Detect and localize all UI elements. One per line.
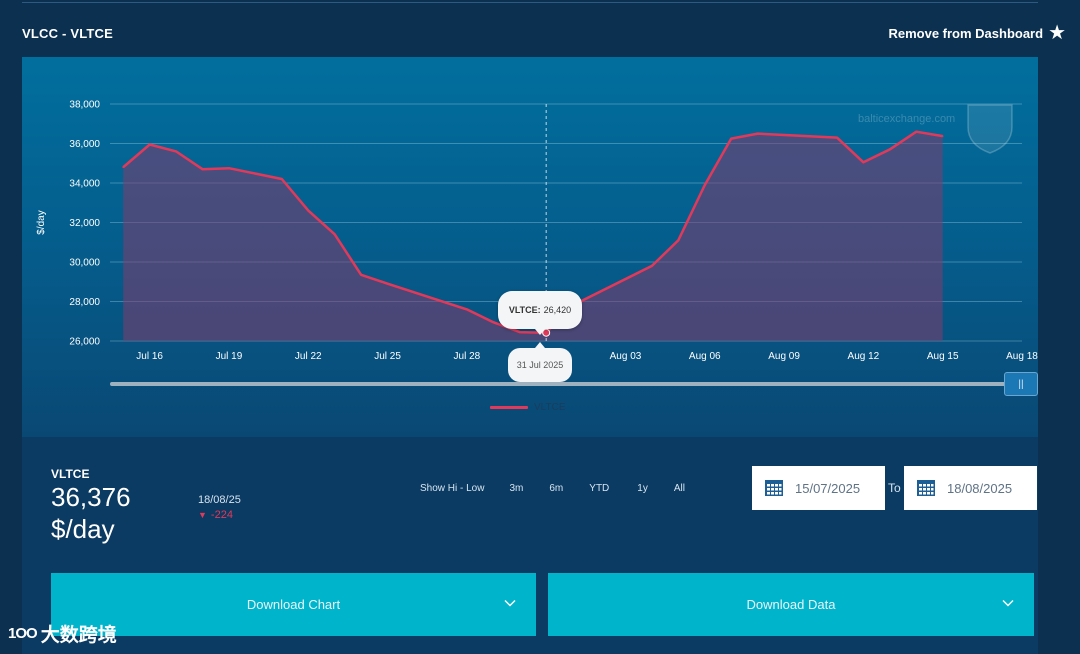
data-point bbox=[756, 132, 759, 135]
x-tick-label: Aug 03 bbox=[610, 351, 642, 362]
tooltip-series-label: VLTCE: bbox=[508, 305, 541, 315]
to-date-field[interactable]: 18/08/2025 bbox=[904, 466, 1037, 510]
x-tick-label: Jul 16 bbox=[136, 351, 163, 362]
change-value: ▼ -224 bbox=[198, 509, 233, 521]
range-1y-button[interactable]: 1y bbox=[637, 483, 648, 494]
change-amount: -224 bbox=[210, 509, 233, 521]
tooltip-value: 26,420 bbox=[543, 305, 572, 315]
calendar-icon[interactable] bbox=[765, 480, 783, 496]
y-tick-label: 36,000 bbox=[69, 139, 100, 150]
download-chart-label: Download Chart bbox=[246, 597, 341, 612]
x-tick-label: Aug 15 bbox=[927, 351, 959, 362]
data-point bbox=[704, 184, 706, 186]
x-tick-label: Jul 28 bbox=[454, 351, 481, 362]
legend-label: VLTCE bbox=[534, 402, 566, 413]
navigator-handle[interactable]: || bbox=[1004, 372, 1038, 396]
to-date-value: 18/08/2025 bbox=[947, 480, 1013, 496]
x-tick-label: Aug 09 bbox=[768, 351, 800, 362]
summary-unit: $/day bbox=[51, 514, 115, 544]
data-point bbox=[836, 136, 838, 139]
chevron-down-icon bbox=[1002, 599, 1014, 607]
from-date-field[interactable]: 15/07/2025 bbox=[752, 466, 885, 510]
logo-mark: 1OO bbox=[8, 625, 38, 642]
x-tick-label: Jul 22 bbox=[295, 351, 322, 362]
show-hi-low-button[interactable]: Show Hi - Low bbox=[420, 483, 485, 494]
legend-swatch bbox=[490, 406, 528, 409]
panel-title: VLCC - VLTCE bbox=[22, 26, 113, 41]
corner-logo: 1OO 大数跨境 bbox=[8, 620, 117, 647]
data-point bbox=[307, 209, 310, 212]
range-ytd-button[interactable]: YTD bbox=[589, 483, 610, 494]
range-all-button[interactable]: All bbox=[673, 483, 685, 494]
top-divider bbox=[22, 2, 1038, 3]
tooltip-date-flag: 31 Jul 2025 bbox=[508, 342, 572, 382]
watermark-shield-icon bbox=[967, 104, 1013, 154]
data-point bbox=[915, 130, 918, 133]
range-3m-button[interactable]: 3m bbox=[509, 483, 524, 494]
data-point bbox=[148, 143, 151, 146]
chart-tooltip: VLTCE: 26,420 bbox=[498, 291, 582, 335]
star-icon: ★ bbox=[1048, 22, 1066, 44]
chevron-down-icon bbox=[504, 599, 516, 607]
summary-value: 36,376 bbox=[51, 482, 131, 512]
navigator-track[interactable] bbox=[110, 382, 1012, 386]
data-point bbox=[730, 137, 732, 140]
x-tick-label: Aug 06 bbox=[689, 351, 721, 362]
remove-from-dashboard-button[interactable]: Remove from Dashboard ★ bbox=[888, 22, 1066, 44]
from-date-value: 15/07/2025 bbox=[795, 480, 861, 496]
remove-from-dashboard-label: Remove from Dashboard bbox=[888, 25, 1044, 41]
x-tick-label: Jul 25 bbox=[374, 351, 401, 362]
chart-area[interactable]: 26,000 28,000 30,000 32,000 34,000 36,000 38,0… bbox=[22, 57, 1038, 437]
x-tick-label: Jul 19 bbox=[216, 351, 243, 362]
watermark-text: balticexchange.com bbox=[858, 113, 956, 125]
data-point bbox=[518, 331, 521, 333]
line-chart: 26,000 28,000 30,000 32,000 34,000 36,000 38,0… bbox=[36, 100, 1038, 363]
calendar-icon[interactable] bbox=[917, 480, 935, 496]
data-point bbox=[651, 265, 653, 267]
data-point bbox=[677, 239, 680, 242]
series-area-vltce bbox=[123, 131, 943, 341]
summary-series-name: VLTCE bbox=[51, 467, 90, 481]
legend-item-vltce[interactable]: VLTCE bbox=[490, 402, 566, 413]
to-label: To bbox=[888, 481, 901, 495]
range-buttons: Show Hi - Low 3m 6m YTD 1y All bbox=[420, 483, 685, 494]
y-tick-label: 30,000 bbox=[69, 258, 100, 269]
change-date: 18/08/25 bbox=[198, 494, 241, 506]
summary-panel: VLTCE 36,376 $/day 18/08/25 ▼ -224 Show H… bbox=[22, 437, 1038, 654]
data-point bbox=[889, 148, 891, 151]
data-point bbox=[201, 168, 204, 170]
down-triangle-icon: ▼ bbox=[198, 510, 207, 520]
y-tick-label: 32,000 bbox=[69, 218, 100, 229]
data-point bbox=[122, 166, 124, 168]
data-point bbox=[941, 135, 944, 137]
download-chart-button[interactable]: Download Chart bbox=[51, 573, 536, 636]
data-point bbox=[386, 282, 389, 285]
data-point bbox=[360, 274, 362, 276]
x-tick-label: Aug 18 bbox=[1006, 351, 1038, 362]
y-tick-label: 38,000 bbox=[69, 100, 100, 111]
data-point bbox=[862, 161, 865, 164]
y-tick-label: 26,000 bbox=[69, 337, 100, 348]
y-axis-label: $/day bbox=[36, 210, 47, 234]
y-tick-label: 28,000 bbox=[69, 297, 100, 308]
x-tick-label: Aug 12 bbox=[848, 351, 880, 362]
data-point bbox=[333, 233, 336, 236]
data-point bbox=[175, 150, 177, 153]
data-point bbox=[466, 308, 468, 311]
data-point bbox=[228, 167, 230, 169]
download-data-button[interactable]: Download Data bbox=[548, 573, 1034, 636]
data-point bbox=[281, 178, 283, 180]
logo-text: 大数跨境 bbox=[40, 625, 117, 646]
download-data-label: Download Data bbox=[746, 597, 836, 612]
range-6m-button[interactable]: 6m bbox=[549, 483, 564, 494]
data-point bbox=[492, 321, 495, 324]
y-tick-label: 34,000 bbox=[69, 179, 100, 190]
